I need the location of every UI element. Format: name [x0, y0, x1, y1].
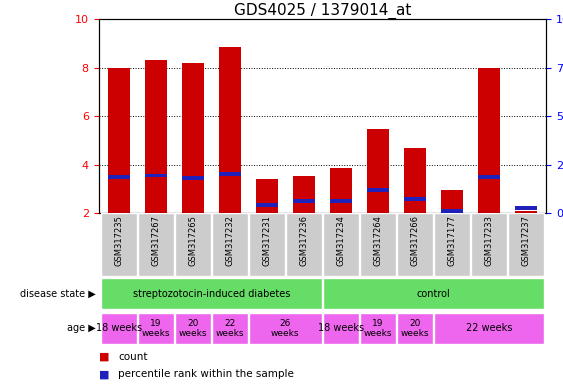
Bar: [249, 213, 284, 276]
Text: GSM317234: GSM317234: [336, 215, 345, 266]
Text: 18 weeks: 18 weeks: [96, 323, 142, 333]
Text: age ▶: age ▶: [67, 323, 96, 333]
Bar: [212, 213, 248, 276]
Text: GSM317265: GSM317265: [189, 215, 198, 266]
Bar: [108, 175, 130, 179]
Text: 20
weeks: 20 weeks: [178, 319, 207, 338]
Text: ■: ■: [99, 352, 109, 362]
Bar: [212, 313, 248, 344]
Text: 26
weeks: 26 weeks: [271, 319, 300, 338]
Bar: [477, 175, 500, 179]
Bar: [219, 47, 241, 213]
Bar: [434, 313, 543, 344]
Bar: [293, 175, 315, 213]
Text: GSM317237: GSM317237: [521, 215, 530, 266]
Bar: [515, 211, 537, 213]
Bar: [360, 213, 396, 276]
Bar: [404, 197, 426, 200]
Bar: [182, 63, 204, 213]
Text: GSM317235: GSM317235: [114, 215, 123, 266]
Text: GSM317267: GSM317267: [151, 215, 160, 266]
Text: GSM317177: GSM317177: [447, 215, 456, 266]
Bar: [397, 313, 432, 344]
Text: 19
weeks: 19 weeks: [142, 319, 170, 338]
Bar: [101, 213, 137, 276]
Text: GSM317232: GSM317232: [225, 215, 234, 266]
Bar: [323, 313, 359, 344]
Text: GSM317231: GSM317231: [262, 215, 271, 266]
Bar: [434, 213, 470, 276]
Text: 22
weeks: 22 weeks: [216, 319, 244, 338]
Text: 20
weeks: 20 weeks: [400, 319, 429, 338]
Bar: [101, 313, 137, 344]
Bar: [360, 313, 396, 344]
Bar: [515, 206, 537, 210]
Bar: [145, 174, 167, 177]
Text: 22 weeks: 22 weeks: [466, 323, 512, 333]
Text: control: control: [417, 289, 450, 299]
Bar: [508, 213, 543, 276]
Bar: [256, 179, 278, 213]
Text: count: count: [118, 352, 148, 362]
Bar: [323, 213, 359, 276]
Bar: [441, 190, 463, 213]
Bar: [138, 213, 173, 276]
Bar: [323, 278, 543, 310]
Text: ■: ■: [99, 369, 109, 379]
Bar: [286, 213, 321, 276]
Title: GDS4025 / 1379014_at: GDS4025 / 1379014_at: [234, 3, 411, 19]
Bar: [175, 313, 211, 344]
Bar: [145, 60, 167, 213]
Text: streptozotocin-induced diabetes: streptozotocin-induced diabetes: [133, 289, 290, 299]
Bar: [249, 313, 321, 344]
Bar: [367, 129, 389, 213]
Text: GSM317236: GSM317236: [300, 215, 309, 266]
Text: disease state ▶: disease state ▶: [20, 289, 96, 299]
Bar: [138, 313, 173, 344]
Bar: [219, 172, 241, 176]
Text: 19
weeks: 19 weeks: [364, 319, 392, 338]
Bar: [108, 68, 130, 213]
Text: percentile rank within the sample: percentile rank within the sample: [118, 369, 294, 379]
Bar: [330, 168, 352, 213]
Bar: [330, 199, 352, 203]
Bar: [441, 209, 463, 213]
Bar: [293, 199, 315, 203]
Bar: [397, 213, 432, 276]
Bar: [101, 278, 321, 310]
Bar: [404, 148, 426, 213]
Bar: [471, 213, 507, 276]
Bar: [182, 176, 204, 180]
Bar: [367, 188, 389, 192]
Bar: [256, 203, 278, 207]
Bar: [477, 68, 500, 213]
Text: GSM317233: GSM317233: [484, 215, 493, 266]
Text: 18 weeks: 18 weeks: [318, 323, 364, 333]
Bar: [175, 213, 211, 276]
Text: GSM317264: GSM317264: [373, 215, 382, 266]
Text: GSM317266: GSM317266: [410, 215, 419, 266]
